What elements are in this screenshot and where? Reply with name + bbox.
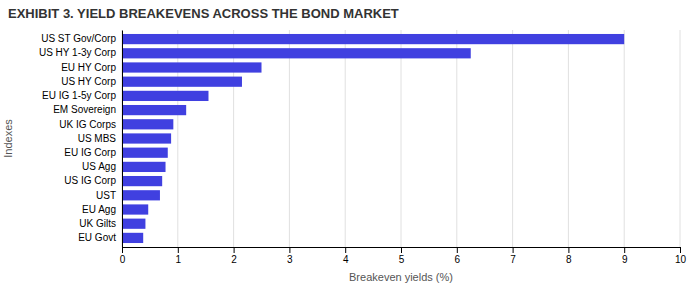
x-tick-label: 2 xyxy=(231,254,237,265)
y-tick: UST xyxy=(96,190,116,201)
grid-line xyxy=(401,30,402,247)
y-tick: US IG Corp xyxy=(64,175,116,186)
x-tick-label: 10 xyxy=(675,254,687,265)
x-tick-mark xyxy=(289,247,290,253)
y-tick: UK IG Corps xyxy=(59,118,116,129)
x-tick: 8 xyxy=(566,247,572,265)
x-tick: 6 xyxy=(455,247,461,265)
x-tick-label: 1 xyxy=(176,254,182,265)
bar xyxy=(122,133,171,143)
bar xyxy=(122,119,173,129)
x-tick-label: 7 xyxy=(510,254,516,265)
chart: 0 1 2 3 4 5 6 7 8 9 10 EU Govt UK Gilts EU Agg UST US I… xyxy=(0,0,700,287)
grid-line xyxy=(568,30,569,247)
x-tick: 2 xyxy=(231,247,237,265)
x-tick: 5 xyxy=(399,247,405,265)
y-tick-label: EM Sovereign xyxy=(53,104,116,115)
y-tick-label: EU Govt xyxy=(78,232,116,243)
x-tick-label: 3 xyxy=(287,254,293,265)
y-tick: US MBS xyxy=(78,133,117,144)
y-tick: US Agg xyxy=(82,161,116,172)
x-tick-mark xyxy=(568,247,569,253)
x-tick-mark xyxy=(457,247,458,253)
bar xyxy=(122,48,471,58)
grid-line xyxy=(456,30,457,247)
grid-line xyxy=(512,30,513,247)
title: EXHIBIT 3. YIELD BREAKEVENS ACROSS THE B… xyxy=(8,6,399,21)
y-tick: UK Gilts xyxy=(79,218,116,229)
y-tick-label: EU HY Corp xyxy=(61,62,116,73)
y-tick-label: UK Gilts xyxy=(79,218,116,229)
x-tick-label: 9 xyxy=(622,254,628,265)
x-tick-label: 8 xyxy=(566,254,572,265)
y-tick: US HY Corp xyxy=(61,76,116,87)
bar xyxy=(122,34,624,44)
bar xyxy=(122,148,168,158)
y-tick-label: US HY Corp xyxy=(61,76,116,87)
grid xyxy=(122,30,680,247)
x-tick-label: 5 xyxy=(399,254,405,265)
x-axis-title: Breakeven yields (%) xyxy=(349,271,453,283)
y-tick-label: EU Agg xyxy=(82,204,116,215)
grid-line xyxy=(680,30,681,247)
x-tick: 9 xyxy=(622,247,628,265)
y-tick-label: US MBS xyxy=(78,133,117,144)
bar xyxy=(122,77,242,87)
y-tick-label: US IG Corp xyxy=(64,175,116,186)
x-tick: 0 xyxy=(120,247,126,265)
bar xyxy=(122,190,160,200)
x-tick: 3 xyxy=(287,247,293,265)
x-tick: 10 xyxy=(675,247,687,265)
bar xyxy=(122,219,145,229)
y-tick: EU HY Corp xyxy=(61,62,116,73)
plot-area: 0 1 2 3 4 5 6 7 8 9 10 EU Govt UK Gilts EU Agg UST US I… xyxy=(39,30,687,265)
y-tick-label: UK IG Corps xyxy=(59,118,116,129)
x-tick: 4 xyxy=(343,247,349,265)
bar xyxy=(122,162,166,172)
bar xyxy=(122,233,143,243)
grid-line xyxy=(289,30,290,247)
y-tick: EU Agg xyxy=(82,204,116,215)
y-tick-label: US HY 1-3y Corp xyxy=(39,47,117,58)
y-tick: EU Govt xyxy=(78,232,116,243)
x-axis: 0 1 2 3 4 5 6 7 8 9 10 xyxy=(120,247,687,265)
y-tick-label: UST xyxy=(96,190,116,201)
y-tick: US HY 1-3y Corp xyxy=(39,47,117,58)
y-tick-label: EU IG 1-5y Corp xyxy=(42,90,116,101)
x-tick-mark xyxy=(345,247,346,253)
x-tick-mark xyxy=(401,247,402,253)
x-tick-mark xyxy=(234,247,235,253)
y-tick-label: EU IG Corp xyxy=(64,147,116,158)
x-tick-mark xyxy=(178,247,179,253)
grid-line xyxy=(122,30,123,247)
x-tick-mark xyxy=(680,247,681,253)
x-axis-line xyxy=(123,248,681,254)
x-tick-label: 6 xyxy=(455,254,461,265)
y-tick: EM Sovereign xyxy=(53,104,116,115)
x-tick-mark xyxy=(513,247,514,253)
y-axis-title: Indexes xyxy=(2,119,14,158)
x-tick-mark xyxy=(624,247,625,253)
bar xyxy=(122,204,148,214)
y-axis-line xyxy=(122,31,123,248)
y-tick-label: US ST Gov/Corp xyxy=(41,33,116,44)
grid-line xyxy=(345,30,346,247)
y-tick: EU IG 1-5y Corp xyxy=(42,90,116,101)
grid-line xyxy=(624,30,625,247)
bars xyxy=(122,34,624,243)
y-axis: EU Govt UK Gilts EU Agg UST US IG Corp US Agg… xyxy=(39,31,123,248)
x-tick-mark xyxy=(122,247,123,253)
y-tick: EU IG Corp xyxy=(64,147,116,158)
x-tick: 1 xyxy=(176,247,182,265)
bar xyxy=(122,105,186,115)
bar xyxy=(122,91,208,101)
y-tick: US ST Gov/Corp xyxy=(41,33,116,44)
x-tick-label: 4 xyxy=(343,254,349,265)
y-tick-label: US Agg xyxy=(82,161,116,172)
bar xyxy=(122,176,162,186)
x-tick: 7 xyxy=(510,247,516,265)
bar xyxy=(122,62,262,72)
x-tick-label: 0 xyxy=(120,254,126,265)
